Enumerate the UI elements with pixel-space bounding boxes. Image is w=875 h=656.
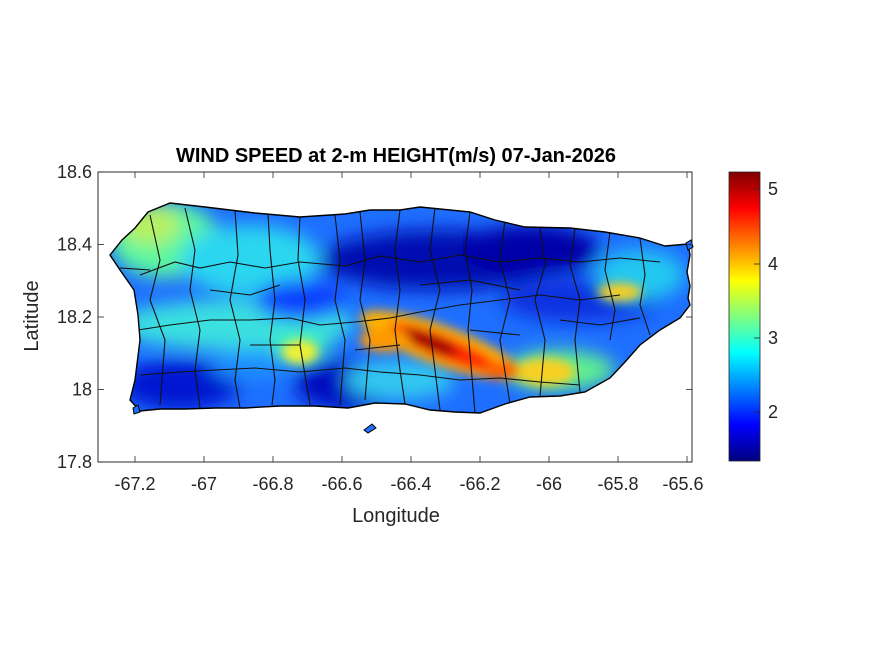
x-tick-label: -66 xyxy=(536,474,562,494)
small-island xyxy=(363,423,377,434)
y-tick-label: 18.6 xyxy=(57,162,92,182)
x-tick xyxy=(134,172,688,462)
colorbar-tick-label: 2 xyxy=(768,402,778,422)
x-tick-label: -65.6 xyxy=(662,474,703,494)
y-axis: 18.6 18.4 18.2 18 17.8 xyxy=(57,162,692,472)
colorbar-gradient xyxy=(728,171,761,462)
municipality-boundaries xyxy=(119,207,661,413)
small-island xyxy=(132,404,141,415)
wind-speed-field xyxy=(110,203,690,413)
x-tick-label: -66.8 xyxy=(252,474,293,494)
small-island xyxy=(685,239,694,251)
x-tick-label: -65.8 xyxy=(597,474,638,494)
colorbar: 5 4 3 2 xyxy=(728,171,778,462)
y-tick-label: 18.4 xyxy=(57,235,92,255)
y-tick-label: 17.8 xyxy=(57,452,92,472)
chart-title: WIND SPEED at 2-m HEIGHT(m/s) 07-Jan-202… xyxy=(176,145,616,167)
x-tick-label: -67.2 xyxy=(114,474,155,494)
x-tick-label: -66.2 xyxy=(459,474,500,494)
x-tick-label: -66.4 xyxy=(390,474,431,494)
x-tick-label: -67 xyxy=(191,474,217,494)
x-tick-label: -66.6 xyxy=(321,474,362,494)
x-axis-label: Longitude xyxy=(352,505,440,527)
colorbar-tick-label: 3 xyxy=(768,328,778,348)
x-axis: -67.2 -67 -66.8 -66.6 -66.4 -66.2 -66 -6… xyxy=(114,172,704,494)
y-tick-label: 18.2 xyxy=(57,307,92,327)
colorbar-tick-label: 4 xyxy=(768,254,778,274)
colorbar-tick-label: 5 xyxy=(768,179,778,199)
y-axis-label: Latitude xyxy=(21,280,43,351)
y-tick-label: 18 xyxy=(72,380,92,400)
